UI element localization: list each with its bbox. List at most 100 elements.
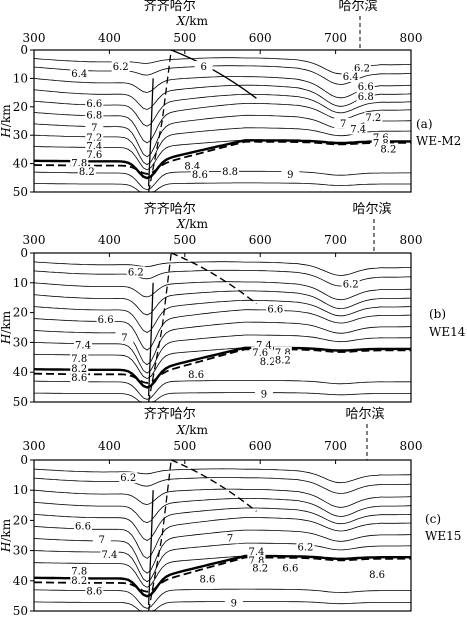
contour-label-bg <box>334 117 353 129</box>
x-tick-label: 800 <box>400 233 423 247</box>
contour-label: 8.6 <box>188 370 204 381</box>
contour-label-bg <box>352 62 371 74</box>
contour-label-bg <box>281 168 300 180</box>
x-axis-label: X/km <box>176 423 209 437</box>
plot-frame <box>33 252 412 403</box>
contour-label: 6 <box>200 62 206 73</box>
contour-label-bg <box>251 562 270 574</box>
contour-label-bg <box>70 157 89 169</box>
y-axis-label: H/km <box>0 518 13 553</box>
contour-label-bg <box>70 565 89 577</box>
contour-label-bg <box>183 160 202 172</box>
velocity-contour <box>33 84 412 110</box>
contour-label: 6.8 <box>86 110 102 121</box>
x-tick-label: 500 <box>173 233 196 247</box>
y-tick-label: 10 <box>13 483 28 497</box>
contour-label-bg <box>379 143 398 155</box>
contour-label: 7.6 <box>252 348 268 359</box>
velocity-contour <box>33 290 412 316</box>
y-tick-label: 30 <box>13 544 28 558</box>
fault-dashed <box>147 252 172 403</box>
y-tick-label: 50 <box>13 185 28 199</box>
contour-label-bg <box>119 472 138 484</box>
x-tick-label: 300 <box>23 439 46 453</box>
contour-label: 7.8 <box>275 348 291 359</box>
velocity-contour <box>33 517 412 559</box>
y-tick-label: 20 <box>13 100 28 114</box>
x-tick-label: 300 <box>23 233 46 247</box>
city-label-qiqihar: 齐齐哈尔 <box>144 201 196 217</box>
x-tick-label: 800 <box>400 31 423 45</box>
profile-name: WE14 <box>429 325 466 339</box>
contour-label: 7.2 <box>86 133 102 144</box>
contour-label: 6.6 <box>75 521 91 532</box>
contour-label: 9 <box>261 390 267 401</box>
city-label-harbin: 哈尔滨 <box>338 0 377 14</box>
contour-label-bg <box>85 585 104 597</box>
fault-line <box>170 459 257 512</box>
contour-label: 6.2 <box>343 279 359 290</box>
contour-label-bg <box>111 61 130 73</box>
velocity-contour <box>33 488 412 508</box>
panel-letter: (c) <box>425 512 441 526</box>
contour-label: 8.2 <box>71 364 87 375</box>
y-tick-label: 40 <box>13 574 28 588</box>
x-axis-label: X/km <box>176 14 209 28</box>
contour-label: 8.2 <box>79 167 95 178</box>
y-tick-label: 50 <box>13 604 28 618</box>
y-tick-label: 0 <box>20 246 28 260</box>
y-tick-label: 50 <box>13 395 28 409</box>
contour-label: 7 <box>340 119 346 130</box>
contour-label: 6.4 <box>71 69 87 80</box>
x-tick-label: 300 <box>23 31 46 45</box>
contour-label: 6.4 <box>343 72 359 83</box>
contour-label: 6.2 <box>128 267 144 278</box>
contour-label: 6.6 <box>282 564 298 575</box>
velocity-contour <box>33 498 412 524</box>
x-tick-label: 600 <box>249 439 272 453</box>
city-label-harbin: 哈尔滨 <box>345 406 384 422</box>
moho-dashed-line <box>33 140 411 175</box>
contour-label-bg <box>70 68 89 80</box>
contour-label-bg <box>266 303 285 315</box>
velocity-contour <box>33 507 412 541</box>
fault-solid <box>147 78 154 187</box>
contour-label: 7.4 <box>75 340 91 351</box>
contour-label-bg <box>85 132 104 144</box>
contour-label: 9 <box>231 598 237 609</box>
contour-label-bg <box>115 331 134 343</box>
panel-c: 6.26.26.66.67 77.4 7.47.88.27.88.28.68.6 8.… <box>0 406 461 618</box>
velocity-contour <box>33 261 412 276</box>
velocity-contour <box>34 182 411 193</box>
contour-label: 7.4 <box>350 125 366 136</box>
fault-line <box>170 49 257 99</box>
contour-label: 6.6 <box>98 315 114 326</box>
x-tick-label: 400 <box>98 439 121 453</box>
contour-label: 7.4 <box>86 142 102 153</box>
contour-label-bg <box>100 549 119 561</box>
velocity-contour <box>33 334 412 374</box>
contour-label-bg <box>190 168 209 180</box>
x-tick-label: 700 <box>324 233 347 247</box>
y-tick-label: 30 <box>13 128 28 142</box>
contour-label: 7.8 <box>248 556 264 567</box>
contour-label: 7 <box>91 123 97 134</box>
contour-label: 6.6 <box>267 305 283 316</box>
contour-label: 7.8 <box>71 567 87 578</box>
city-label-qiqihar: 齐齐哈尔 <box>144 0 196 14</box>
contour-label: 6.2 <box>120 473 136 484</box>
x-axis-label: X/km <box>176 217 209 231</box>
contour-label-bg <box>341 278 360 290</box>
contour-label: 8.2 <box>252 564 268 575</box>
contour-label-bg <box>221 532 240 544</box>
contour-label: 8.2 <box>275 355 291 366</box>
y-tick-label: 0 <box>20 453 28 467</box>
contour-label-bg <box>371 137 390 149</box>
contour-label-bg <box>258 355 277 367</box>
city-label-qiqihar: 齐齐哈尔 <box>144 406 196 422</box>
moho-line <box>34 554 411 598</box>
contour-label: 7.2 <box>365 113 381 124</box>
y-tick-label: 10 <box>13 276 28 290</box>
contour-label: 7.8 <box>71 159 87 170</box>
contour-label-bg <box>341 70 360 82</box>
